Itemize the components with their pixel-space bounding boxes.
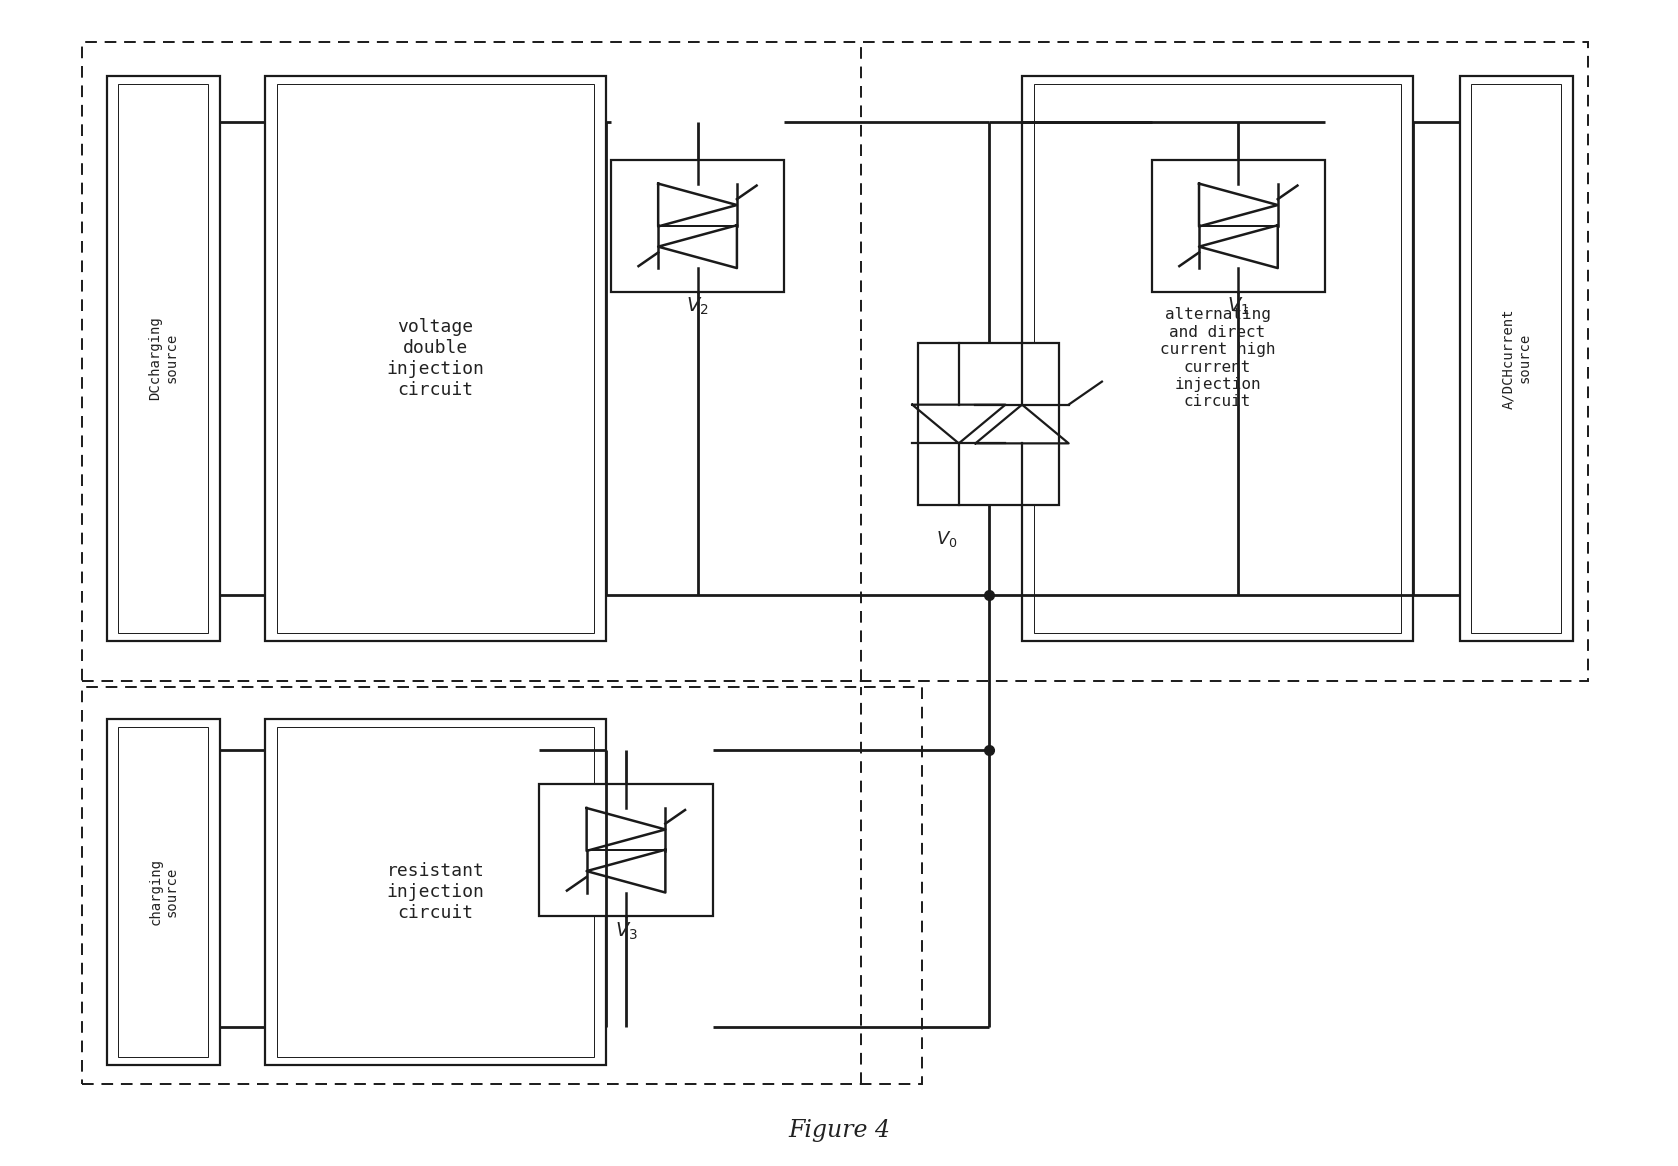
Text: alternating
and direct
current high
current
injection
circuit: alternating and direct current high curr… (1159, 308, 1275, 409)
Bar (82, 687, 923, 1084)
Bar (1034, 84, 1401, 632)
Bar (107, 719, 220, 1065)
Text: A/DCHcurrent
source: A/DCHcurrent source (1502, 308, 1532, 408)
Text: Figure 4: Figure 4 (789, 1118, 889, 1142)
Text: $V_3$: $V_3$ (614, 920, 638, 942)
Text: DCcharging
source: DCcharging source (148, 316, 178, 400)
Text: resistant
injection
circuit: resistant injection circuit (386, 862, 485, 921)
Bar (265, 719, 606, 1065)
Bar (1022, 76, 1413, 640)
Bar (277, 728, 594, 1056)
Bar (539, 785, 713, 916)
Bar (107, 76, 220, 640)
Bar (1460, 76, 1572, 640)
Bar (277, 84, 594, 632)
Bar (1151, 160, 1326, 292)
Bar (119, 84, 208, 632)
Text: $V_0$: $V_0$ (936, 529, 958, 549)
Bar (611, 160, 784, 292)
Bar (1472, 84, 1561, 632)
Bar (82, 42, 1587, 681)
Text: $V_2$: $V_2$ (686, 296, 708, 317)
Bar (119, 728, 208, 1056)
Text: voltage
double
injection
circuit: voltage double injection circuit (386, 318, 485, 399)
Text: charging
source: charging source (148, 858, 178, 926)
Text: $V_1$: $V_1$ (1227, 296, 1250, 317)
Bar (265, 76, 606, 640)
Bar (918, 343, 1059, 505)
